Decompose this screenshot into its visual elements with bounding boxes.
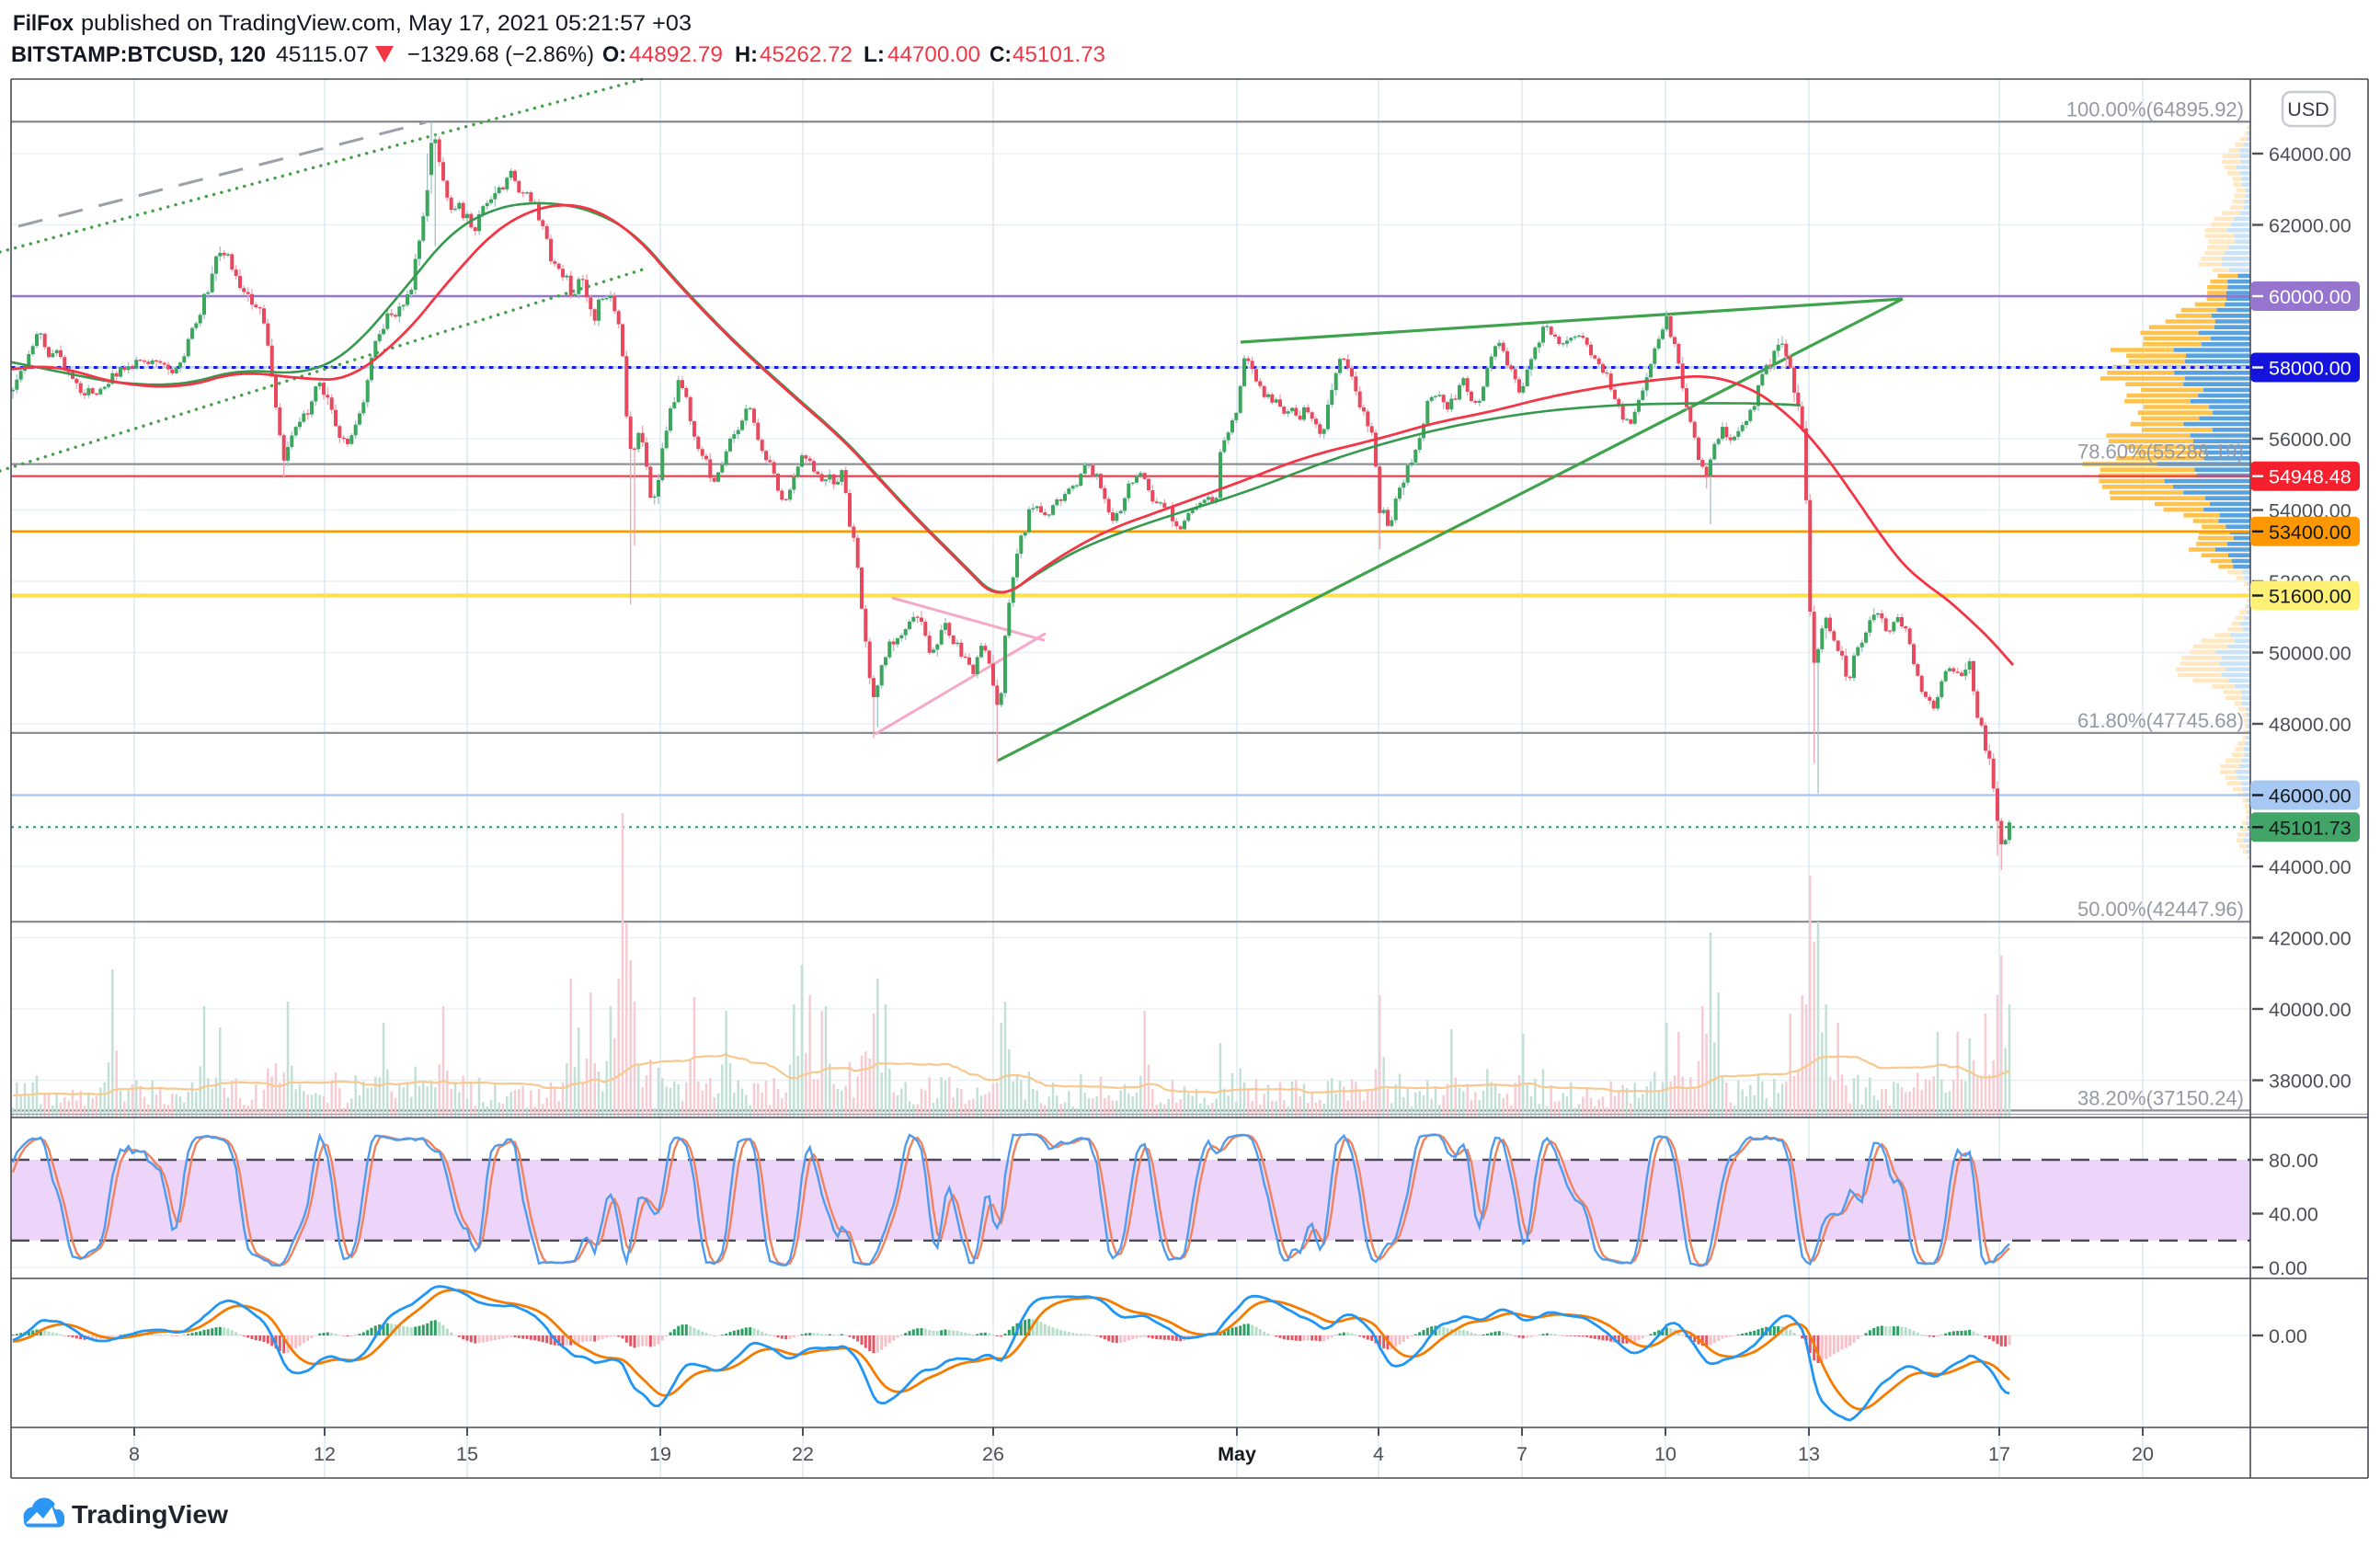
svg-text:46000.00: 46000.00 bbox=[2269, 785, 2351, 808]
svg-text:4: 4 bbox=[1373, 1443, 1384, 1465]
svg-text:10: 10 bbox=[1654, 1443, 1676, 1465]
svg-text:USD: USD bbox=[2287, 98, 2329, 120]
svg-text:−1329.68 (−2.86%): −1329.68 (−2.86%) bbox=[407, 42, 594, 67]
svg-text:56000.00: 56000.00 bbox=[2269, 429, 2351, 451]
svg-text:FilFox: FilFox bbox=[13, 11, 74, 36]
svg-text:61.80%(47745.68): 61.80%(47745.68) bbox=[2077, 709, 2244, 732]
svg-text:BITSTAMP:BTCUSD, 120: BITSTAMP:BTCUSD, 120 bbox=[11, 42, 266, 67]
svg-text:45262.72: 45262.72 bbox=[760, 42, 852, 67]
svg-text:40000.00: 40000.00 bbox=[2269, 999, 2351, 1021]
svg-text:45101.73: 45101.73 bbox=[1013, 42, 1105, 67]
svg-text:42000.00: 42000.00 bbox=[2269, 928, 2351, 950]
svg-text:40.00: 40.00 bbox=[2269, 1204, 2318, 1226]
svg-text:C:: C: bbox=[990, 42, 1012, 67]
svg-text:44000.00: 44000.00 bbox=[2269, 856, 2351, 878]
svg-text:53400.00: 53400.00 bbox=[2269, 521, 2351, 544]
svg-text:12: 12 bbox=[314, 1443, 336, 1465]
svg-text:TradingView: TradingView bbox=[72, 1500, 228, 1529]
svg-text:38.20%(37150.24): 38.20%(37150.24) bbox=[2077, 1086, 2244, 1109]
svg-text:13: 13 bbox=[1798, 1443, 1820, 1465]
svg-text:H:: H: bbox=[735, 42, 758, 67]
svg-text:100.00%(64895.92): 100.00%(64895.92) bbox=[2066, 97, 2244, 120]
svg-text:17: 17 bbox=[1988, 1443, 2010, 1465]
svg-text:44892.79: 44892.79 bbox=[629, 42, 723, 67]
svg-text:published on TradingView.com,: published on TradingView.com, May 17, 20… bbox=[81, 11, 692, 36]
svg-text:62000.00: 62000.00 bbox=[2269, 215, 2351, 237]
svg-text:45115.07: 45115.07 bbox=[276, 42, 369, 67]
svg-text:80.00: 80.00 bbox=[2269, 1150, 2318, 1172]
svg-text:O:: O: bbox=[602, 42, 626, 67]
svg-text:48000.00: 48000.00 bbox=[2269, 714, 2351, 736]
svg-text:58000.00: 58000.00 bbox=[2269, 358, 2351, 380]
svg-text:20: 20 bbox=[2132, 1443, 2154, 1465]
svg-text:51600.00: 51600.00 bbox=[2269, 586, 2351, 608]
svg-text:50000.00: 50000.00 bbox=[2269, 643, 2351, 665]
svg-text:60000.00: 60000.00 bbox=[2269, 286, 2351, 308]
svg-text:L:: L: bbox=[864, 42, 885, 67]
svg-text:15: 15 bbox=[456, 1443, 478, 1465]
svg-text:22: 22 bbox=[792, 1443, 814, 1465]
svg-text:64000.00: 64000.00 bbox=[2269, 143, 2351, 166]
svg-text:0.00: 0.00 bbox=[2269, 1325, 2307, 1347]
svg-text:50.00%(42447.96): 50.00%(42447.96) bbox=[2077, 898, 2244, 921]
svg-text:7: 7 bbox=[1516, 1443, 1528, 1465]
svg-text:44700.00: 44700.00 bbox=[887, 42, 980, 67]
svg-text:54948.48: 54948.48 bbox=[2269, 466, 2351, 488]
svg-text:38000.00: 38000.00 bbox=[2269, 1071, 2351, 1093]
svg-text:19: 19 bbox=[649, 1443, 671, 1465]
svg-text:26: 26 bbox=[982, 1443, 1004, 1465]
svg-text:0.00: 0.00 bbox=[2269, 1257, 2307, 1279]
svg-text:May: May bbox=[1218, 1443, 1256, 1465]
svg-text:78.60%(55288.19): 78.60%(55288.19) bbox=[2077, 441, 2244, 464]
svg-text:8: 8 bbox=[129, 1443, 140, 1465]
svg-text:45101.73: 45101.73 bbox=[2269, 817, 2351, 839]
